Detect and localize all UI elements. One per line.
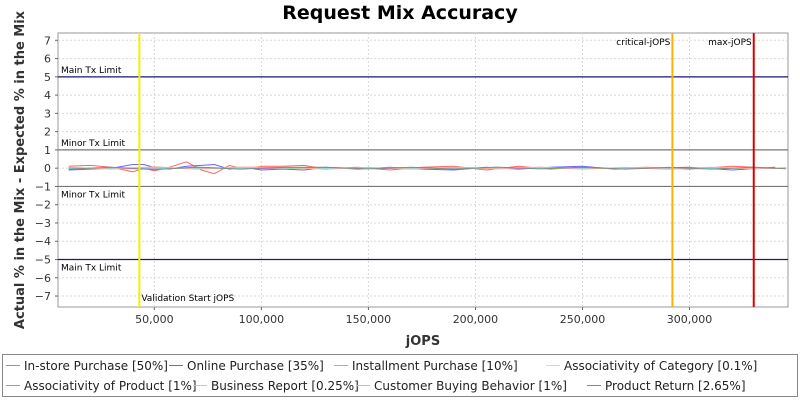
y-tick-label: 4 xyxy=(44,89,51,102)
x-tick-label: 100,000 xyxy=(239,313,285,326)
series-line xyxy=(68,163,776,171)
marker-line-label: max-jOPS xyxy=(708,38,752,48)
marker-line-label: critical-jOPS xyxy=(616,38,670,48)
y-tick-label: 7 xyxy=(44,34,51,47)
limit-line-label: Minor Tx Limit xyxy=(61,190,126,200)
legend-item: Installment Purchase [10%] xyxy=(334,359,518,373)
legend-swatch xyxy=(6,365,20,366)
legend-swatch xyxy=(587,385,601,386)
y-tick-label: 6 xyxy=(44,53,51,66)
legend-item: Online Purchase [35%] xyxy=(169,359,324,373)
legend-label: Associativity of Product [1%] xyxy=(24,379,197,393)
y-tick-label: 1 xyxy=(44,144,51,157)
x-tick-label: 200,000 xyxy=(453,313,499,326)
legend-label: Business Report [0.25%] xyxy=(211,379,359,393)
x-tick-label: 300,000 xyxy=(667,313,713,326)
legend-item: Business Report [0.25%] xyxy=(193,379,359,393)
plot-background xyxy=(57,32,789,308)
legend-label: Installment Purchase [10%] xyxy=(352,359,518,373)
legend-swatch xyxy=(546,365,560,366)
legend-item: In-store Purchase [50%] xyxy=(6,359,168,373)
legend-label: Product Return [2.65%] xyxy=(605,379,746,393)
marker-line-label: Validation Start jOPS xyxy=(141,294,234,304)
y-tick-label: −7 xyxy=(35,290,51,303)
legend-swatch xyxy=(356,385,370,386)
x-tick-label: 150,000 xyxy=(346,313,392,326)
legend-label: Online Purchase [35%] xyxy=(187,359,324,373)
limit-line-label: Minor Tx Limit xyxy=(61,139,126,149)
legend-swatch xyxy=(169,365,183,366)
y-tick-label: −1 xyxy=(35,180,51,193)
series-line xyxy=(68,166,786,171)
y-tick-label: −2 xyxy=(35,199,51,212)
y-tick-label: −3 xyxy=(35,217,51,230)
legend-label: Customer Buying Behavior [1%] xyxy=(374,379,567,393)
y-tick-label: 3 xyxy=(44,107,51,120)
limit-line-label: Main Tx Limit xyxy=(61,66,122,76)
legend-swatch xyxy=(334,365,348,366)
legend-swatch xyxy=(193,385,207,386)
legend: In-store Purchase [50%] Online Purchase [… xyxy=(2,354,798,397)
limit-line-label: Main Tx Limit xyxy=(61,264,122,274)
y-tick-label: 2 xyxy=(44,126,51,139)
x-axis-label: jOPS xyxy=(405,334,440,349)
y-tick-label: −4 xyxy=(35,235,51,248)
y-tick-label: 0 xyxy=(44,162,51,175)
legend-item: Associativity of Category [0.1%] xyxy=(546,359,757,373)
legend-label: Associativity of Category [0.1%] xyxy=(564,359,758,373)
legend-item: Product Return [2.65%] xyxy=(587,379,746,393)
y-axis-label: Actual % in the Mix - Expected % in the … xyxy=(13,10,28,329)
y-tick-label: 5 xyxy=(44,71,51,84)
plot-area-svg: Main Tx Limit Minor Tx Limit Minor Tx Limi… xyxy=(13,10,789,349)
legend-item: Associativity of Product [1%] xyxy=(6,379,197,393)
x-tick-label: 250,000 xyxy=(560,313,606,326)
y-tick-label: −6 xyxy=(35,272,51,285)
y-tick-label: −5 xyxy=(35,254,51,267)
chart-title: Request Mix Accuracy xyxy=(282,2,518,24)
x-tick-label: 50,000 xyxy=(135,313,174,326)
legend-label: In-store Purchase [50%] xyxy=(24,359,168,373)
legend-item: Customer Buying Behavior [1%] xyxy=(356,379,567,393)
legend-swatch xyxy=(6,385,20,386)
